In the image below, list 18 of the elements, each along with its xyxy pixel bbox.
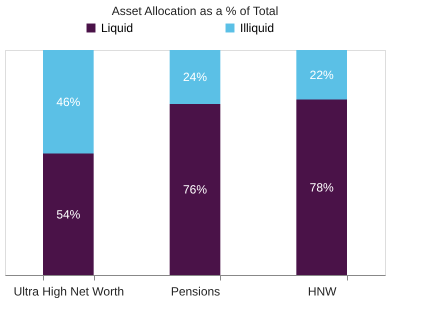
data-label: 54% — [56, 207, 81, 222]
bar — [43, 154, 94, 275]
bar — [170, 104, 220, 275]
data-label: 46% — [56, 94, 81, 109]
data-label: 76% — [182, 182, 208, 196]
bar — [296, 100, 347, 275]
x-tick-label: Ultra High Net Worth — [14, 284, 124, 298]
bar — [296, 50, 347, 100]
legend-label: Illiquid — [240, 21, 274, 35]
data-label: 22% — [310, 68, 334, 82]
x-tick-label: Pensions — [170, 284, 220, 298]
x-tick-label: HNW — [308, 284, 338, 298]
legend-label: Liquid — [101, 21, 134, 35]
bar — [43, 50, 94, 154]
bar — [170, 50, 220, 104]
data-label: 78% — [310, 180, 334, 194]
data-label: 24% — [182, 70, 208, 84]
chart-title: Asset Allocation as a % of Total — [112, 4, 278, 18]
